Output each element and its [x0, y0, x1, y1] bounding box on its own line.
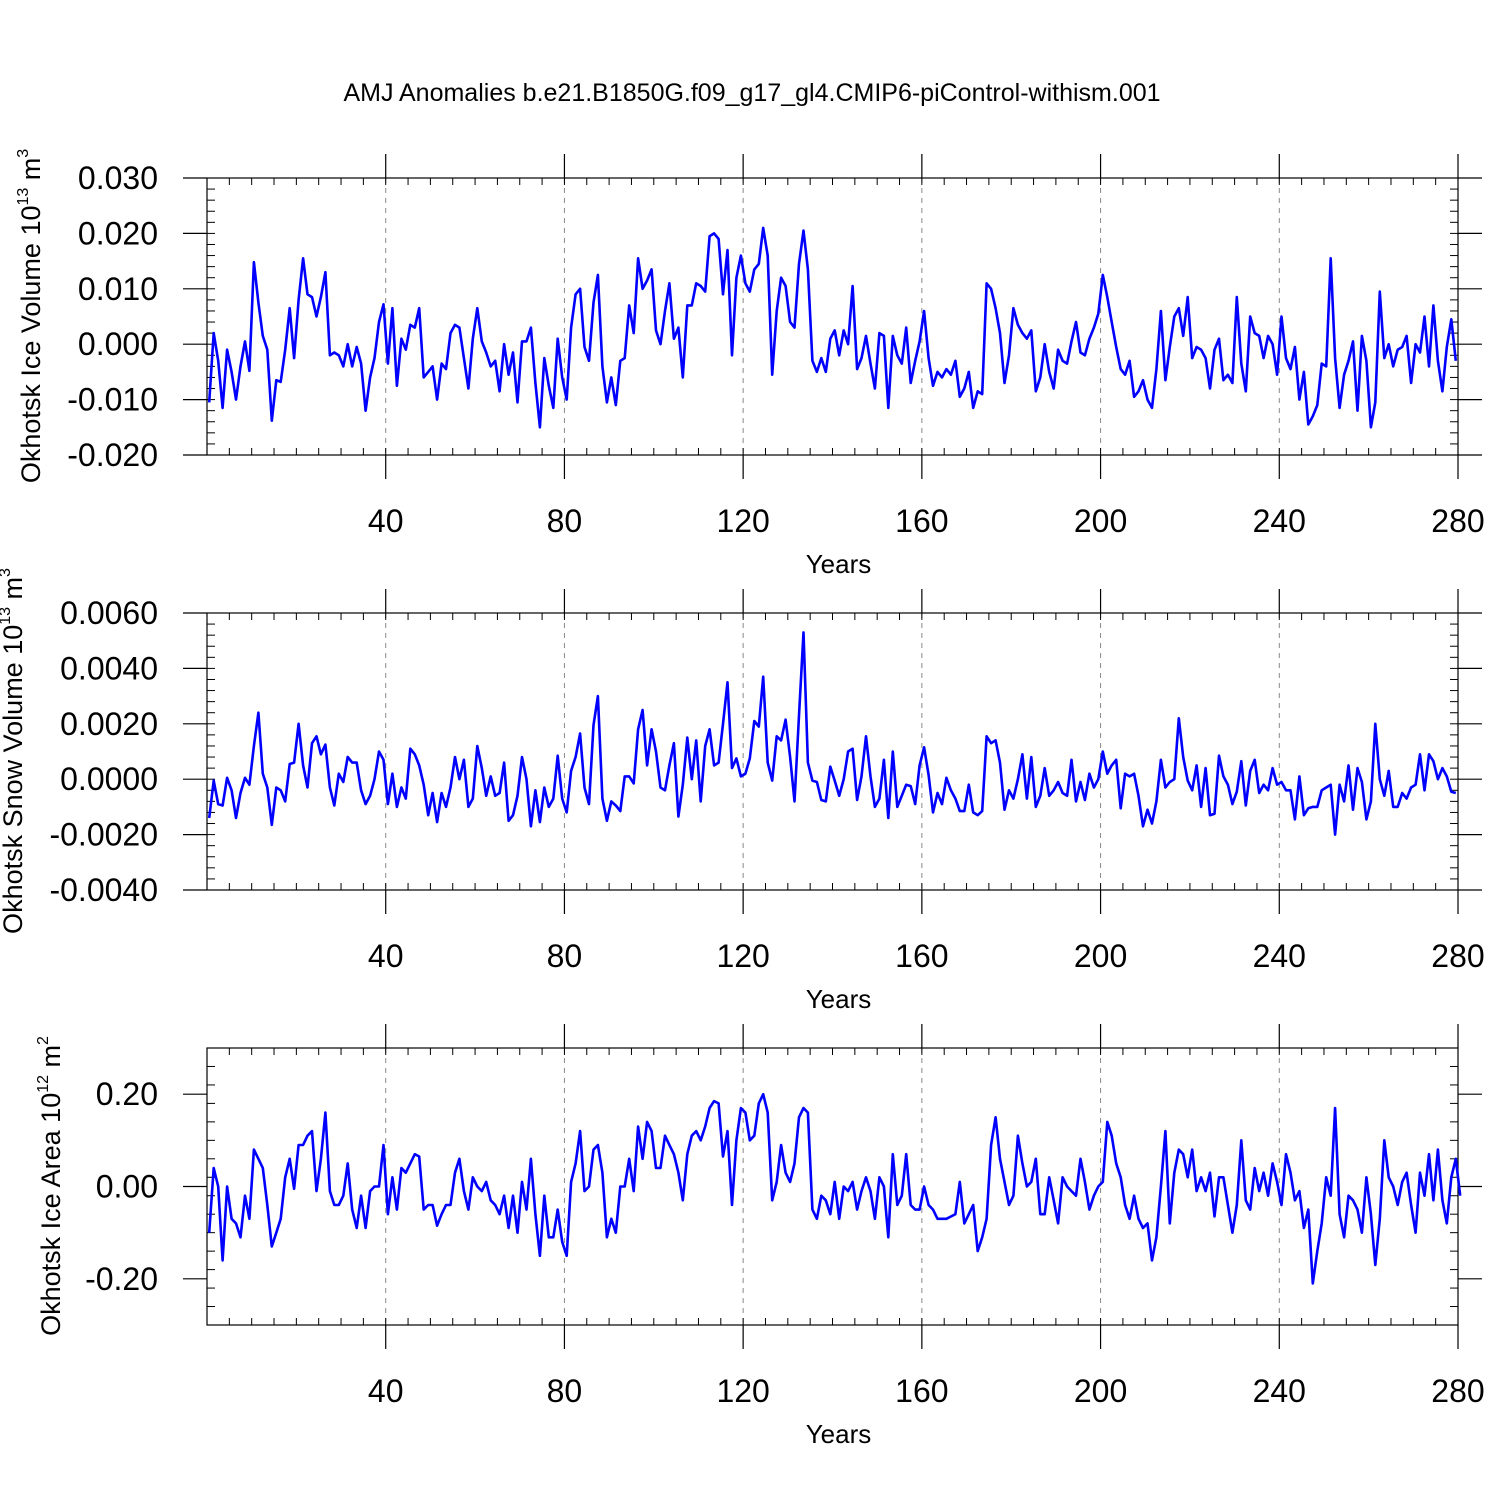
ice-volume-y-tick-label: -0.010: [67, 382, 158, 418]
ice-area-y-axis-label: Okhotsk Ice Area 1012 m2: [35, 1036, 66, 1336]
snow-volume-x-tick-label: 160: [895, 938, 948, 974]
ice-volume-x-tick-label: 80: [547, 503, 583, 539]
snow-volume-x-tick-label: 40: [368, 938, 404, 974]
snow-volume-y-tick-label: -0.0020: [49, 817, 158, 853]
snow-volume-x-axis-label: Years: [806, 984, 872, 1014]
snow-volume-y-label-unit: m: [0, 577, 28, 607]
chart-title: AMJ Anomalies b.e21.B1850G.f09_g17_gl4.C…: [343, 79, 1160, 107]
ice-volume-x-tick-label: 40: [368, 503, 404, 539]
snow-volume-y-label-main: Okhotsk Snow Volume 10: [0, 625, 28, 934]
snow-volume-y-axis-label: Okhotsk Snow Volume 1013 m3: [0, 568, 28, 934]
snow-volume-y-tick-label: 0.0040: [60, 650, 158, 686]
ice-volume-y-tick-label: 0.020: [78, 215, 158, 251]
ice-volume-y-label-exponent: 13: [15, 188, 32, 206]
ice-area-x-tick-label: 280: [1431, 1373, 1484, 1409]
snow-volume-y-label-unit-exponent: 3: [0, 568, 14, 577]
snow-volume-y-label-exponent: 13: [0, 607, 14, 625]
ice-volume-y-tick-label: 0.010: [78, 271, 158, 307]
snow-volume-x-tick-label: 80: [547, 938, 583, 974]
ice-area-x-axis-label: Years: [806, 1419, 872, 1449]
ice-area-y-label-unit-exponent: 2: [35, 1036, 52, 1045]
ice-area-x-tick-label: 200: [1074, 1373, 1127, 1409]
ice-volume-y-axis-label: Okhotsk Ice Volume 1013 m3: [15, 149, 46, 483]
ice-area-x-tick-label: 160: [895, 1373, 948, 1409]
ice-volume-y-tick-label: 0.030: [78, 160, 158, 196]
snow-volume-x-tick-label: 240: [1253, 938, 1306, 974]
ice-volume-series-line: [207, 226, 1458, 429]
ice-area-y-label-exponent: 12: [35, 1075, 52, 1093]
ice-volume-x-axis-label: Years: [806, 549, 872, 579]
ice-area-x-tick-label: 120: [716, 1373, 769, 1409]
ice-area-panel: 40 80 120 160 200 240 280 -0.20 0.00 0.20 Years Okh…: [35, 1024, 1485, 1449]
snow-volume-panel: 40 80 120 160 200 240 280 -0.0040 -0.0020 0.0000 0…: [0, 568, 1485, 1014]
ice-area-y-label-unit: m: [36, 1045, 66, 1075]
ice-volume-x-tick-label: 160: [895, 503, 948, 539]
ice-volume-plot-frame: [206, 177, 1459, 456]
ice-volume-y-label-unit-exponent: 3: [15, 149, 32, 158]
ice-area-series-line: [207, 1092, 1462, 1285]
snow-volume-x-tick-label: 280: [1431, 938, 1484, 974]
snow-volume-x-tick-label: 200: [1074, 938, 1127, 974]
snow-volume-plot-frame: [206, 612, 1459, 891]
ice-volume-y-label-main: Okhotsk Ice Volume 10: [16, 206, 46, 484]
ice-volume-x-tick-label: 280: [1431, 503, 1484, 539]
ice-area-x-tick-label: 40: [368, 1373, 404, 1409]
snow-volume-y-tick-label: -0.0040: [49, 872, 158, 908]
ice-area-y-tick-label: 0.20: [96, 1076, 158, 1112]
snow-volume-x-tick-label: 120: [716, 938, 769, 974]
ice-volume-x-tick-label: 200: [1074, 503, 1127, 539]
ice-area-x-tick-label: 80: [547, 1373, 583, 1409]
ice-area-x-tick-label: 240: [1253, 1373, 1306, 1409]
snow-volume-y-tick-label: 0.0000: [60, 761, 158, 797]
snow-volume-y-tick-label: 0.0060: [60, 595, 158, 631]
snow-volume-y-tick-label: 0.0020: [60, 706, 158, 742]
snow-volume-series-line: [207, 631, 1457, 836]
ice-volume-y-tick-label: -0.020: [67, 437, 158, 473]
ice-volume-y-tick-label: 0.000: [78, 326, 158, 362]
ice-volume-panel: 40 80 120 160 200 240 280 -0.020 -0.010 0.000 0.01…: [15, 149, 1485, 579]
ice-area-y-label-main: Okhotsk Ice Area 10: [36, 1093, 66, 1336]
ice-volume-y-label-unit: m: [16, 158, 46, 188]
ice-area-y-tick-label: 0.00: [96, 1169, 158, 1205]
ice-volume-x-tick-label: 240: [1253, 503, 1306, 539]
ice-volume-x-tick-label: 120: [716, 503, 769, 539]
ice-area-y-tick-label: -0.20: [85, 1261, 158, 1297]
